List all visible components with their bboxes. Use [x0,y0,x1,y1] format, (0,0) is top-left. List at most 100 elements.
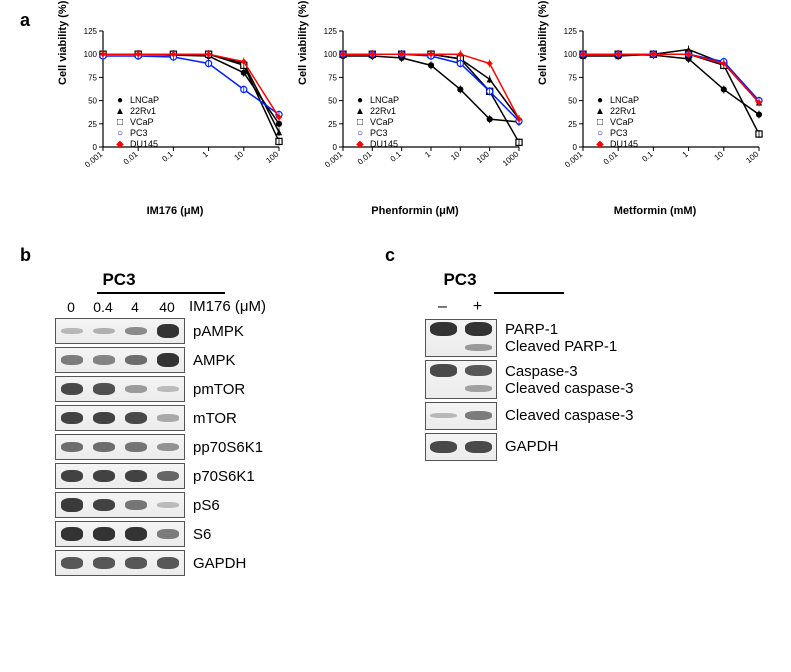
x-axis-label: IM176 (μM) [65,205,285,217]
panel-b: PC3 00.4440 IM176 (μM) pAMPK AMPK pmTOR mTOR… [55,270,266,579]
condition-value: – [425,298,460,316]
blot-label: p70S6K1 [193,468,255,485]
blot-image [55,463,185,489]
legend-item: ●LNCaP [593,95,639,106]
svg-text:0.01: 0.01 [356,149,374,166]
svg-text:125: 125 [84,27,98,36]
blot-label: GAPDH [505,438,558,455]
svg-text:100: 100 [264,149,280,165]
y-axis-label: Cell viability (%) [297,1,309,85]
blot-row: pp70S6K1 [55,434,266,460]
lower-panels: b c PC3 00.4440 IM176 (μM) pAMPK AMPK pmTOR… [15,245,776,665]
panel-b-blots: pAMPK AMPK pmTOR mTOR pp70S6K1 p70S6K1 pS6 S6 GA… [55,318,266,576]
svg-text:75: 75 [328,73,337,82]
panel-b-label: b [20,245,31,266]
svg-text:50: 50 [568,97,577,106]
svg-text:10: 10 [449,149,462,162]
svg-text:0.1: 0.1 [640,149,655,163]
panel-c-label: c [385,245,395,266]
blot-image [425,360,497,398]
svg-text:25: 25 [88,120,97,129]
blot-row: pS6 [55,492,266,518]
legend-item: ◆DU145 [353,139,399,150]
blot-image [55,550,185,576]
svg-text:125: 125 [324,27,338,36]
blot-image [55,318,185,344]
blot-row: AMPK [55,347,266,373]
x-axis-label: Metformin (mM) [545,205,765,217]
svg-text:1000: 1000 [501,149,521,168]
panel-a: a 02550751001250.0010.010.1110100Cell vi… [15,15,776,245]
svg-text:75: 75 [88,73,97,82]
svg-text:100: 100 [324,50,338,59]
svg-text:10: 10 [712,149,725,162]
blot-row: S6 [55,521,266,547]
dose-value: 4 [119,299,151,315]
legend-item: □VCaP [593,117,639,128]
panel-c-conditions: –+ [425,298,633,316]
blot-image [55,434,185,460]
blot-image [55,521,185,547]
blot-image [425,319,497,357]
legend-item: ◆DU145 [593,139,639,150]
blot-label: GAPDH [193,555,246,572]
blot-row: pmTOR [55,376,266,402]
blot-label: pmTOR [193,381,245,398]
legend-item: ▲22Rv1 [113,106,159,117]
svg-text:75: 75 [568,73,577,82]
svg-text:50: 50 [328,97,337,106]
chart: 02550751001250.0010.010.1110100Cell viab… [545,25,765,215]
blot-image [55,405,185,431]
svg-text:0.01: 0.01 [602,149,620,166]
dose-value: 0 [55,299,87,315]
panel-b-cell-line: PC3 [55,270,183,290]
legend-item: ●LNCaP [113,95,159,106]
dose-value: 40 [151,299,183,315]
legend-item: ▲22Rv1 [593,106,639,117]
blot-label: Cleaved caspase-3 [505,407,633,424]
panel-c-cell-line: PC3 [425,270,495,290]
legend-item: ◆DU145 [113,139,159,150]
svg-text:100: 100 [744,149,760,165]
blot-label: AMPK [193,352,236,369]
svg-text:125: 125 [564,27,578,36]
legend-item: □VCaP [113,117,159,128]
blot-row: pAMPK [55,318,266,344]
chart: 02550751001250.0010.010.11101001000Cell … [305,25,525,215]
svg-text:25: 25 [568,120,577,129]
blot-row: GAPDH [425,433,633,461]
blot-row: mTOR [55,405,266,431]
blot-label: Caspase-3 [505,363,633,380]
blot-row: p70S6K1 [55,463,266,489]
legend-item: ○PC3 [113,128,159,139]
blot-label: PARP-1 [505,321,617,338]
legend: ●LNCaP▲22Rv1□VCaP○PC3◆DU145 [593,95,639,150]
blot-label: Cleaved PARP-1 [505,338,617,355]
condition-value: + [460,298,495,316]
chart: 02550751001250.0010.010.1110100Cell viab… [65,25,285,215]
legend: ●LNCaP▲22Rv1□VCaP○PC3◆DU145 [353,95,399,150]
panel-c-underline [494,292,564,294]
blot-label: mTOR [193,410,237,427]
svg-text:50: 50 [88,97,97,106]
blot-row: Cleaved caspase-3 [425,402,633,430]
legend-item: □VCaP [353,117,399,128]
svg-text:0.1: 0.1 [160,149,175,163]
dose-unit: IM176 (μM) [189,298,266,315]
svg-text:0.1: 0.1 [389,149,404,163]
svg-text:0.001: 0.001 [563,149,585,169]
svg-text:25: 25 [328,120,337,129]
legend-item: ○PC3 [593,128,639,139]
blot-image [55,376,185,402]
svg-text:100: 100 [84,50,98,59]
legend: ●LNCaP▲22Rv1□VCaP○PC3◆DU145 [113,95,159,150]
svg-text:100: 100 [564,50,578,59]
blot-row: PARP-1Cleaved PARP-1 [425,319,633,357]
panel-b-doses: 00.4440 IM176 (μM) [55,298,266,315]
charts-row: 02550751001250.0010.010.1110100Cell viab… [55,25,775,215]
svg-text:0.001: 0.001 [323,149,345,169]
blot-label: Cleaved caspase-3 [505,380,633,397]
dose-value: 0.4 [87,299,119,315]
svg-text:0.001: 0.001 [83,149,105,169]
legend-item: ▲22Rv1 [353,106,399,117]
